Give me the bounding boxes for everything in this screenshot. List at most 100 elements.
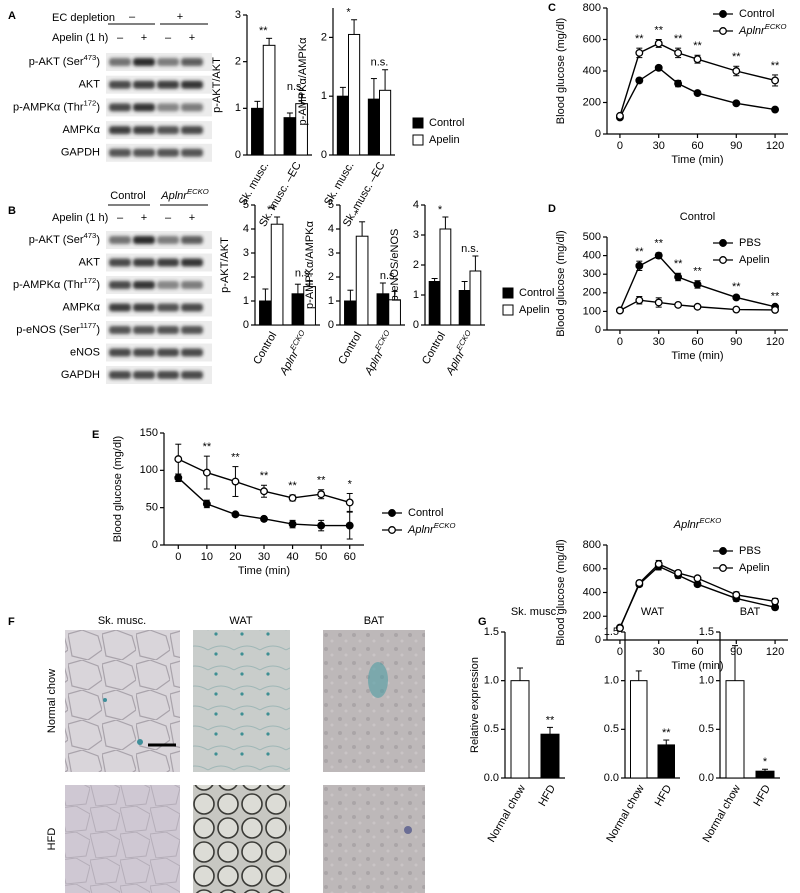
significance: ** <box>693 266 702 278</box>
bar <box>291 293 305 326</box>
blot-band <box>157 148 179 157</box>
x-tick-label: HFD <box>751 783 773 809</box>
legend-marker <box>719 10 727 18</box>
text-part: ) <box>96 56 100 68</box>
y-tick-label: 2 <box>413 259 419 271</box>
blot-band <box>181 281 203 289</box>
y-tick-label: 600 <box>583 33 601 45</box>
blot-row-label: GAPDH <box>61 369 100 381</box>
legend-label: Apelin <box>519 304 550 316</box>
blot-group-label: AplnrECKO <box>160 187 208 202</box>
legend-label: AplnrECKO <box>407 521 455 536</box>
legend-label: PBS <box>739 237 761 249</box>
y-tick-label: 100 <box>140 464 158 476</box>
superscript: 473 <box>84 231 97 240</box>
blot-band <box>157 371 179 379</box>
x-tick-label: Control <box>251 330 279 367</box>
bar <box>259 300 272 326</box>
treatment-mark: + <box>141 32 147 44</box>
panel-letter: C <box>548 2 556 14</box>
row-label: HFD <box>46 828 58 851</box>
significance: ** <box>203 441 212 453</box>
treatment-mark: – <box>165 32 172 44</box>
blot-band <box>181 236 203 244</box>
blot-band <box>157 80 179 89</box>
blot-band <box>181 148 203 157</box>
x-tick-label: Normal chow <box>701 783 744 845</box>
stain <box>137 739 143 745</box>
blot-header-mark: + <box>177 11 183 23</box>
x-tick-label: 0 <box>617 646 623 658</box>
significance: * <box>438 204 443 216</box>
blot-row-label: p-AMPKα (Thr172) <box>13 98 100 113</box>
bar <box>458 290 471 326</box>
bar <box>428 281 441 326</box>
blot-band <box>109 80 131 89</box>
bar <box>725 680 745 779</box>
significance: ** <box>732 281 741 293</box>
significance: ** <box>317 475 326 487</box>
blot-band <box>157 281 179 289</box>
significance: ** <box>654 238 663 250</box>
blot-band <box>133 371 155 379</box>
treatment-mark: – <box>165 212 172 224</box>
y-tick-label: 1.0 <box>484 675 499 687</box>
column-label: WAT <box>229 615 252 627</box>
blot-row-label: AKT <box>79 256 101 268</box>
x-tick-label: 50 <box>315 551 327 563</box>
legend-label: AplnrECKO <box>738 22 786 37</box>
significance: ** <box>654 24 663 36</box>
y-tick-label: 0 <box>235 149 241 161</box>
x-tick-label: 0 <box>175 551 181 563</box>
text-part: p-AKT (Ser <box>29 234 84 246</box>
blot-row-label: p-AKT (Ser473) <box>29 53 100 68</box>
x-tick-label: Normal chow <box>486 783 529 845</box>
micrograph-images <box>65 630 425 893</box>
significance: ** <box>635 33 644 45</box>
y-tick-label: 400 <box>583 586 601 598</box>
y-tick-label: 1 <box>413 289 419 301</box>
blot-header-mark: – <box>129 11 136 23</box>
significance: ** <box>674 258 683 270</box>
legend-label: Control <box>429 117 464 129</box>
point <box>202 468 211 477</box>
blot-row-label: AMPKα <box>62 124 100 136</box>
significance: ** <box>231 452 240 464</box>
y-tick-label: 400 <box>583 65 601 77</box>
legend-marker <box>719 27 727 35</box>
row-label: Normal chow <box>46 669 58 733</box>
point <box>615 111 624 120</box>
y-tick-label: 5 <box>243 199 249 211</box>
point <box>288 520 297 529</box>
x-axis-label: Time (min) <box>671 350 723 362</box>
text-part: ) <box>96 324 100 336</box>
blot-band <box>133 58 155 66</box>
blot-group-label: Control <box>110 190 145 202</box>
point <box>771 305 780 314</box>
point <box>771 76 780 85</box>
bar <box>367 98 380 156</box>
y-tick-label: 0.5 <box>699 723 714 735</box>
bar <box>657 744 675 779</box>
blot-band <box>181 348 203 357</box>
y-tick-label: 0.0 <box>604 772 619 784</box>
significance: ** <box>771 291 780 303</box>
bar <box>376 293 390 326</box>
blot-band <box>157 326 179 334</box>
y-axis-label: Blood glucose (mg/dl) <box>555 539 567 645</box>
point <box>693 55 702 64</box>
column-label: Sk. musc. <box>98 615 146 627</box>
y-tick-label: 1 <box>321 90 327 102</box>
y-tick-label: 1 <box>243 295 249 307</box>
y-tick-label: 0 <box>243 319 249 331</box>
y-tick-label: 2 <box>328 271 334 283</box>
y-tick-label: 1.0 <box>699 675 714 687</box>
bar <box>510 680 530 779</box>
text-part: ) <box>96 234 100 246</box>
y-tick-label: 3 <box>413 229 419 241</box>
legend-label: Apelin <box>429 134 460 146</box>
y-tick-label: 1.5 <box>699 626 714 638</box>
x-tick-label: HFD <box>536 783 558 809</box>
superscript: ECKO <box>765 22 787 31</box>
